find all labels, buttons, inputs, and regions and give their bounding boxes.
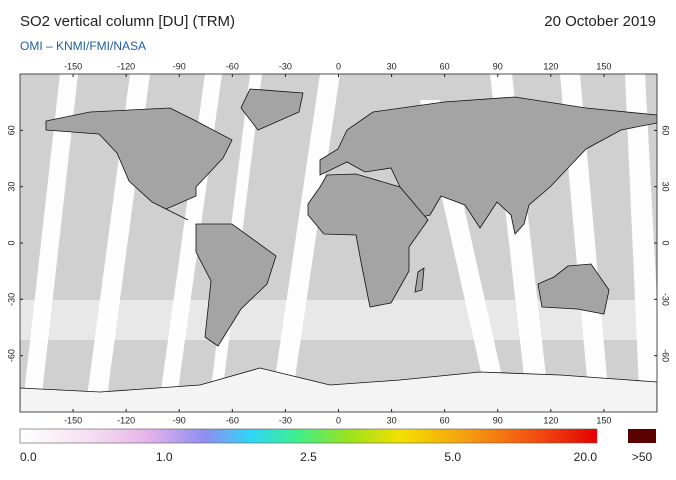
lon-label-bottom: -120 [117, 415, 135, 425]
lat-label-right: 60 [661, 125, 671, 135]
lat-label-left: -60 [6, 349, 16, 362]
lon-label-top: -30 [279, 61, 292, 71]
lon-label-bottom: -30 [279, 415, 292, 425]
overflow-label: >50 [632, 450, 653, 464]
lon-label-bottom: 0 [336, 415, 341, 425]
lat-label-right: 0 [661, 240, 671, 245]
lon-label-top: -90 [173, 61, 186, 71]
colorbar-label: 20.0 [574, 450, 598, 464]
colorbar [19, 428, 598, 444]
title: SO2 vertical column [DU] (TRM) [20, 13, 235, 30]
lon-label-bottom: -90 [173, 415, 186, 425]
lon-label-top: 150 [596, 61, 611, 71]
date: 20 October 2019 [544, 13, 656, 30]
lon-label-bottom: 60 [440, 415, 450, 425]
colorbar-label: 1.0 [156, 450, 173, 464]
lon-label-top: 30 [387, 61, 397, 71]
lat-label-right: -30 [661, 293, 671, 306]
colorbar-overflow [628, 429, 656, 443]
lon-label-top: -60 [226, 61, 239, 71]
africa [307, 173, 429, 308]
lat-label-left: -30 [6, 293, 16, 306]
colorbar-label: 5.0 [444, 450, 461, 464]
lon-label-bottom: 150 [596, 415, 611, 425]
lon-label-top: 120 [543, 61, 558, 71]
antarctica [20, 367, 657, 412]
lat-label-left: 0 [6, 240, 16, 245]
colorbar-label: 0.0 [20, 450, 37, 464]
lat-label-left: 30 [6, 182, 16, 192]
madagascar [414, 267, 425, 293]
south-america [195, 223, 277, 347]
colorbar-label: 2.5 [300, 450, 317, 464]
lon-label-bottom: 90 [493, 415, 503, 425]
lon-label-top: 90 [493, 61, 503, 71]
lon-label-top: 0 [336, 61, 341, 71]
lat-label-right: 30 [661, 182, 671, 192]
greenland [240, 88, 304, 131]
australia [537, 263, 610, 315]
lon-label-bottom: -60 [226, 415, 239, 425]
map [20, 74, 657, 412]
lat-label-left: 60 [6, 125, 16, 135]
subtitle: OMI – KNMI/FMI/NASA [20, 39, 146, 53]
lon-label-bottom: -150 [64, 415, 82, 425]
lat-label-right: -60 [661, 349, 671, 362]
lon-label-bottom: 120 [543, 415, 558, 425]
north-america [45, 107, 233, 221]
lon-label-top: -120 [117, 61, 135, 71]
lon-label-bottom: 30 [387, 415, 397, 425]
lon-label-top: 60 [440, 61, 450, 71]
lon-label-top: -150 [64, 61, 82, 71]
